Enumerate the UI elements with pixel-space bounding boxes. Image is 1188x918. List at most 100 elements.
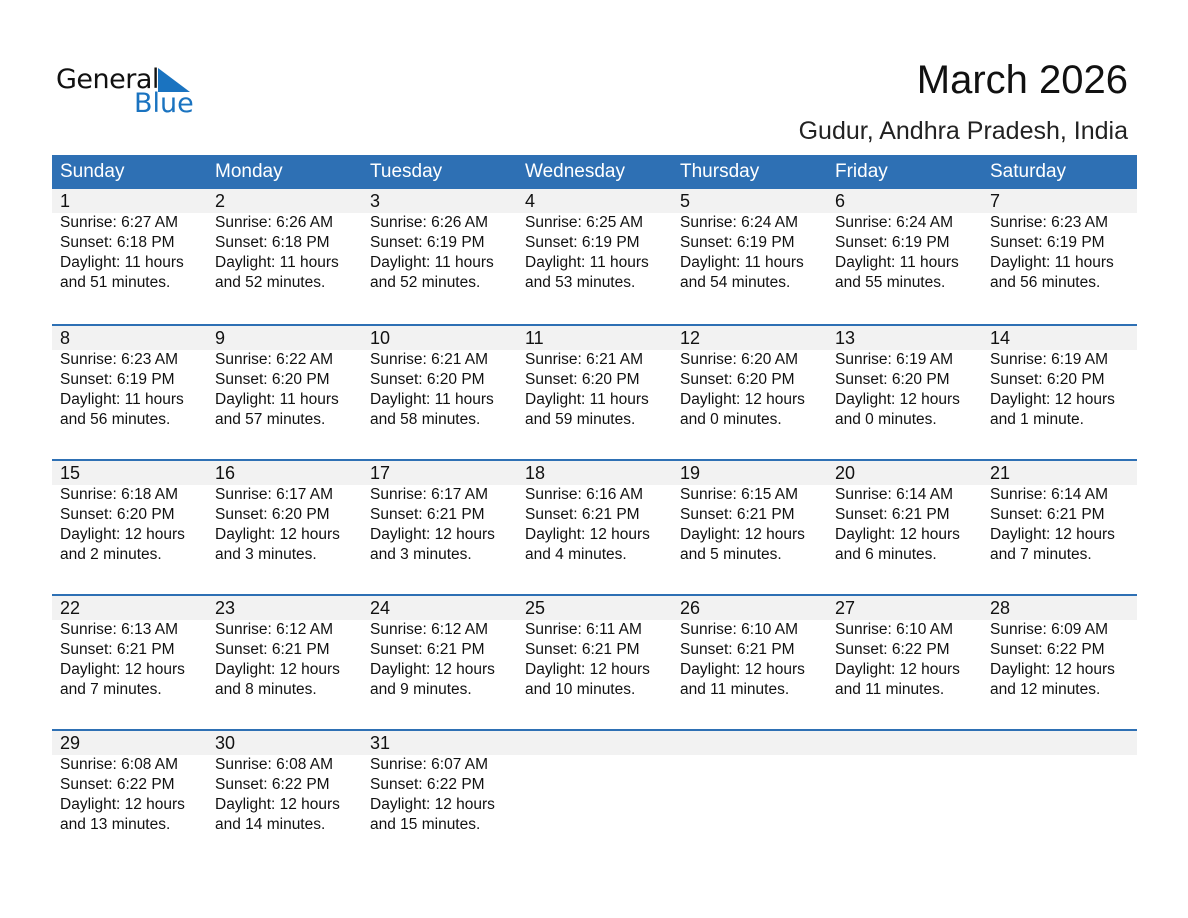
day-cell: 2 Sunrise: 6:26 AM Sunset: 6:18 PM Daylight… — [207, 189, 362, 293]
daylight-minutes: and 0 minutes. — [680, 411, 782, 428]
sunrise: Sunrise: 6:08 AM — [60, 756, 179, 773]
weekday-sunday: Sunday — [60, 161, 125, 182]
daylight-minutes: and 5 minutes. — [680, 546, 782, 563]
date-band — [52, 461, 1137, 485]
sunrise: Sunrise: 6:24 AM — [835, 214, 954, 231]
day-cell: 18 Sunrise: 6:16 AM Sunset: 6:21 PM Dayligh… — [517, 461, 672, 565]
day-cell: 6 Sunrise: 6:24 AM Sunset: 6:19 PM Daylight… — [827, 189, 982, 293]
day-cell: 11 Sunrise: 6:21 AM Sunset: 6:20 PM Dayligh… — [517, 326, 672, 430]
daylight-hours: Daylight: 12 hours — [835, 391, 960, 408]
sunset: Sunset: 6:19 PM — [990, 234, 1105, 251]
daylight-hours: Daylight: 12 hours — [215, 796, 340, 813]
sunrise: Sunrise: 6:26 AM — [215, 214, 334, 231]
sunset: Sunset: 6:22 PM — [990, 641, 1105, 658]
daylight-hours: Daylight: 11 hours — [990, 254, 1114, 271]
sunset: Sunset: 6:20 PM — [370, 371, 485, 388]
day-cell: 23 Sunrise: 6:12 AM Sunset: 6:21 PM Dayligh… — [207, 596, 362, 700]
daylight-hours: Daylight: 11 hours — [525, 391, 649, 408]
sunrise: Sunrise: 6:16 AM — [525, 486, 644, 503]
daylight-minutes: and 58 minutes. — [370, 411, 481, 428]
sunset: Sunset: 6:21 PM — [60, 641, 175, 658]
daylight-minutes: and 54 minutes. — [680, 274, 791, 291]
week-row: 22 Sunrise: 6:13 AM Sunset: 6:21 PM Dayligh… — [52, 594, 1137, 729]
daylight-minutes: and 52 minutes. — [370, 274, 481, 291]
day-cell: 8 Sunrise: 6:23 AM Sunset: 6:19 PM Daylight… — [52, 326, 207, 430]
daylight-minutes: and 3 minutes. — [370, 546, 472, 563]
day-cell: 14 Sunrise: 6:19 AM Sunset: 6:20 PM Dayligh… — [982, 326, 1137, 430]
daylight-minutes: and 0 minutes. — [835, 411, 937, 428]
daylight-hours: Daylight: 12 hours — [990, 661, 1115, 678]
day-number: 10 — [370, 328, 391, 348]
sunset: Sunset: 6:22 PM — [215, 776, 330, 793]
daylight-hours: Daylight: 11 hours — [525, 254, 649, 271]
day-number: 16 — [215, 463, 236, 483]
daylight-hours: Daylight: 12 hours — [680, 391, 805, 408]
sunset: Sunset: 6:19 PM — [60, 371, 175, 388]
week-row: 15 Sunrise: 6:18 AM Sunset: 6:20 PM Dayligh… — [52, 459, 1137, 594]
day-number: 4 — [525, 191, 536, 211]
daylight-hours: Daylight: 11 hours — [215, 391, 339, 408]
day-cell: 15 Sunrise: 6:18 AM Sunset: 6:20 PM Dayligh… — [52, 461, 207, 565]
daylight-minutes: and 7 minutes. — [990, 546, 1092, 563]
day-cell: 12 Sunrise: 6:20 AM Sunset: 6:20 PM Dayligh… — [672, 326, 827, 430]
day-number: 20 — [835, 463, 856, 483]
sunrise: Sunrise: 6:26 AM — [370, 214, 489, 231]
sunset: Sunset: 6:18 PM — [60, 234, 175, 251]
week-row: 8 Sunrise: 6:23 AM Sunset: 6:19 PM Daylight… — [52, 324, 1137, 459]
sunset: Sunset: 6:21 PM — [370, 506, 485, 523]
daylight-hours: Daylight: 12 hours — [215, 661, 340, 678]
daylight-minutes: and 51 minutes. — [60, 274, 171, 291]
day-cell: 22 Sunrise: 6:13 AM Sunset: 6:21 PM Dayligh… — [52, 596, 207, 700]
day-number: 1 — [60, 191, 71, 211]
sunset: Sunset: 6:21 PM — [680, 506, 795, 523]
sunset: Sunset: 6:22 PM — [370, 776, 485, 793]
daylight-hours: Daylight: 11 hours — [370, 391, 494, 408]
day-number: 24 — [370, 598, 391, 618]
day-cell: 29 Sunrise: 6:08 AM Sunset: 6:22 PM Dayligh… — [52, 731, 207, 835]
daylight-hours: Daylight: 12 hours — [60, 796, 185, 813]
daylight-minutes: and 15 minutes. — [370, 816, 481, 833]
sunrise: Sunrise: 6:15 AM — [680, 486, 799, 503]
day-cell: 3 Sunrise: 6:26 AM Sunset: 6:19 PM Daylight… — [362, 189, 517, 293]
daylight-hours: Daylight: 11 hours — [215, 254, 339, 271]
location-subtitle: Gudur, Andhra Pradesh, India — [798, 117, 1128, 145]
day-number: 30 — [215, 733, 236, 753]
daylight-minutes: and 56 minutes. — [990, 274, 1101, 291]
day-number: 25 — [525, 598, 546, 618]
daylight-minutes: and 9 minutes. — [370, 681, 472, 698]
sunset: Sunset: 6:19 PM — [525, 234, 640, 251]
sunset: Sunset: 6:20 PM — [215, 506, 330, 523]
daylight-hours: Daylight: 12 hours — [525, 526, 650, 543]
daylight-minutes: and 59 minutes. — [525, 411, 636, 428]
daylight-minutes: and 3 minutes. — [215, 546, 317, 563]
daylight-minutes: and 1 minute. — [990, 411, 1084, 428]
sunrise: Sunrise: 6:10 AM — [835, 621, 954, 638]
day-number: 17 — [370, 463, 391, 483]
sunrise: Sunrise: 6:25 AM — [525, 214, 644, 231]
weekday-thursday: Thursday — [680, 161, 760, 182]
sunrise: Sunrise: 6:08 AM — [215, 756, 334, 773]
daylight-hours: Daylight: 12 hours — [60, 661, 185, 678]
daylight-hours: Daylight: 12 hours — [215, 526, 340, 543]
weekday-wednesday: Wednesday — [525, 161, 625, 182]
day-cell: 17 Sunrise: 6:17 AM Sunset: 6:21 PM Dayligh… — [362, 461, 517, 565]
day-number: 21 — [990, 463, 1011, 483]
daylight-hours: Daylight: 12 hours — [990, 526, 1115, 543]
daylight-hours: Daylight: 12 hours — [370, 526, 495, 543]
daylight-minutes: and 12 minutes. — [990, 681, 1101, 698]
day-cell: 30 Sunrise: 6:08 AM Sunset: 6:22 PM Dayligh… — [207, 731, 362, 835]
daylight-hours: Daylight: 12 hours — [525, 661, 650, 678]
day-cell: 19 Sunrise: 6:15 AM Sunset: 6:21 PM Dayligh… — [672, 461, 827, 565]
daylight-minutes: and 8 minutes. — [215, 681, 317, 698]
sunrise: Sunrise: 6:13 AM — [60, 621, 179, 638]
daylight-minutes: and 53 minutes. — [525, 274, 636, 291]
day-number: 5 — [680, 191, 691, 211]
sunrise: Sunrise: 6:19 AM — [835, 351, 954, 368]
daylight-hours: Daylight: 11 hours — [60, 254, 184, 271]
sunset: Sunset: 6:21 PM — [215, 641, 330, 658]
sunrise: Sunrise: 6:09 AM — [990, 621, 1109, 638]
weekday-monday: Monday — [215, 161, 283, 182]
daylight-hours: Daylight: 12 hours — [835, 526, 960, 543]
date-band — [52, 731, 1137, 755]
sunset: Sunset: 6:21 PM — [990, 506, 1105, 523]
